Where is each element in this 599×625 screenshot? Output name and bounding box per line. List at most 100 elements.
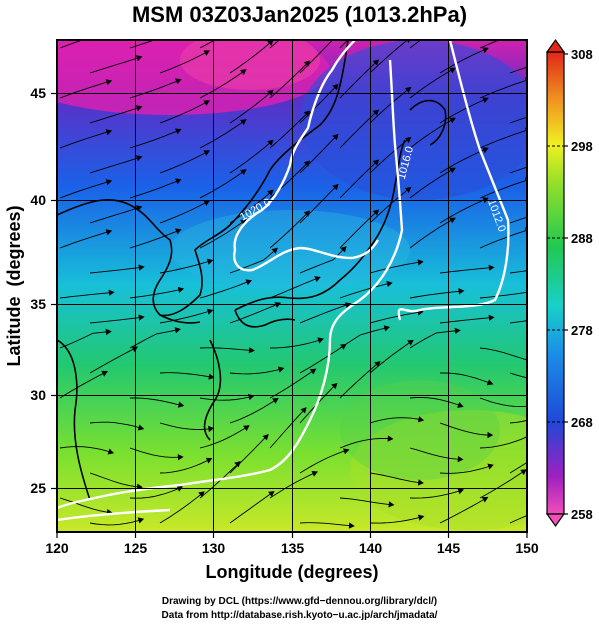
streamline-arrowhead bbox=[135, 105, 143, 112]
streamline bbox=[129, 179, 181, 199]
streamline-arrowhead bbox=[487, 431, 494, 439]
streamline-arrowhead bbox=[387, 435, 394, 442]
streamline bbox=[199, 280, 252, 299]
x-tick-label: 140 bbox=[359, 540, 383, 556]
streamline-arrowhead bbox=[174, 178, 182, 185]
streamline-arrowhead bbox=[245, 279, 252, 286]
streamline bbox=[59, 446, 114, 454]
streamline-arrowhead bbox=[303, 60, 311, 67]
streamline bbox=[89, 421, 144, 430]
streamline bbox=[509, 116, 527, 124]
streamline-arrowhead bbox=[458, 288, 465, 295]
streamline-arrowhead bbox=[417, 479, 424, 486]
x-tick-label: 135 bbox=[281, 540, 305, 556]
streamline-arrowhead bbox=[528, 404, 533, 409]
streamline bbox=[199, 169, 247, 199]
streamline bbox=[159, 422, 214, 430]
streamline bbox=[509, 515, 527, 524]
streamline-arrowhead bbox=[106, 30, 111, 35]
colorbar-tick-label: 268 bbox=[571, 415, 593, 430]
streamline-arrowhead bbox=[135, 55, 143, 62]
streamline bbox=[369, 417, 424, 424]
streamline-arrowhead bbox=[372, 159, 380, 166]
streamline-arrowhead bbox=[332, 83, 339, 91]
streamline-arrowhead bbox=[383, 325, 391, 332]
streamline-arrowhead bbox=[331, 382, 338, 390]
streamline bbox=[479, 79, 527, 99]
streamline-arrowhead bbox=[137, 517, 145, 524]
streamline-arrowhead bbox=[176, 29, 181, 33]
streamline bbox=[269, 210, 310, 249]
credit-data-source: Data from http://database.rish.kyoto−u.a… bbox=[161, 610, 438, 621]
streamline bbox=[369, 472, 424, 484]
streamline-arrowhead bbox=[105, 79, 113, 86]
streamline-arrowhead bbox=[482, 97, 489, 104]
streamline bbox=[299, 184, 339, 224]
streamline bbox=[339, 40, 349, 49]
streamline-arrowhead bbox=[348, 522, 355, 529]
coastlines bbox=[57, 40, 447, 501]
streamline bbox=[369, 137, 411, 174]
streamline-arrowhead bbox=[332, 133, 339, 141]
streamline bbox=[59, 331, 111, 349]
streamline-arrowhead bbox=[332, 183, 339, 191]
streamline bbox=[89, 346, 138, 374]
streamline bbox=[269, 276, 321, 299]
streamline bbox=[229, 367, 284, 375]
y-axis-label: Latitude (degrees) bbox=[4, 205, 24, 366]
streamline bbox=[59, 291, 114, 299]
streamline-arrowhead bbox=[208, 425, 215, 433]
streamline bbox=[439, 97, 489, 124]
streamline bbox=[199, 119, 247, 149]
streamline bbox=[229, 40, 274, 74]
streamline bbox=[509, 216, 527, 224]
streamline-arrowhead bbox=[174, 128, 182, 135]
colorbar-tick-label: 308 bbox=[571, 47, 593, 62]
streamline-arrowhead bbox=[404, 86, 412, 93]
streamline bbox=[299, 344, 347, 374]
streamline-arrowhead bbox=[343, 448, 350, 455]
streamline bbox=[159, 100, 210, 124]
streamline bbox=[369, 187, 411, 224]
streamline bbox=[59, 130, 112, 149]
colorbar-tick-label: 278 bbox=[571, 323, 593, 338]
streamline-arrowhead bbox=[372, 109, 380, 116]
grid-lines bbox=[57, 40, 527, 532]
streamline-arrowhead bbox=[206, 308, 214, 315]
streamline-arrowhead bbox=[203, 50, 211, 56]
streamline-arrowhead bbox=[240, 119, 247, 126]
y-tick-label: 45 bbox=[30, 85, 46, 101]
streamline bbox=[89, 316, 144, 324]
contour-1012 bbox=[397, 40, 510, 321]
streamline bbox=[409, 40, 422, 49]
streamline-arrowhead bbox=[340, 246, 347, 253]
streamline-arrowhead bbox=[449, 217, 456, 224]
streamline-arrowhead bbox=[340, 343, 347, 350]
streamline-arrowhead bbox=[488, 314, 495, 321]
streamline-arrowhead bbox=[449, 167, 456, 174]
streamline bbox=[229, 139, 274, 174]
streamline-arrowhead bbox=[262, 434, 269, 441]
streamline-arrowhead bbox=[314, 276, 321, 282]
streamline bbox=[59, 497, 112, 514]
streamline-arrowhead bbox=[417, 259, 424, 266]
streamline bbox=[269, 60, 310, 99]
axis-ticks bbox=[51, 92, 528, 538]
streamline-arrowhead bbox=[174, 78, 182, 85]
streamline bbox=[299, 449, 349, 474]
y-tick-label: 35 bbox=[30, 296, 46, 312]
streamline-arrowhead bbox=[177, 286, 185, 293]
streamline bbox=[369, 515, 424, 524]
streamline-arrowhead bbox=[248, 347, 255, 354]
streamline bbox=[129, 40, 156, 49]
contour-1020 bbox=[233, 40, 356, 251]
streamline-arrowhead bbox=[234, 461, 241, 468]
streamline-arrowhead bbox=[137, 424, 145, 431]
streamline-arrowhead bbox=[457, 401, 464, 408]
streamline bbox=[339, 109, 379, 149]
colorbar-tick-label: 258 bbox=[571, 507, 593, 522]
x-tick-label: 130 bbox=[202, 540, 226, 556]
streamline-arrowhead bbox=[481, 496, 489, 503]
streamline bbox=[409, 397, 463, 407]
streamline-arrowhead bbox=[457, 456, 464, 463]
